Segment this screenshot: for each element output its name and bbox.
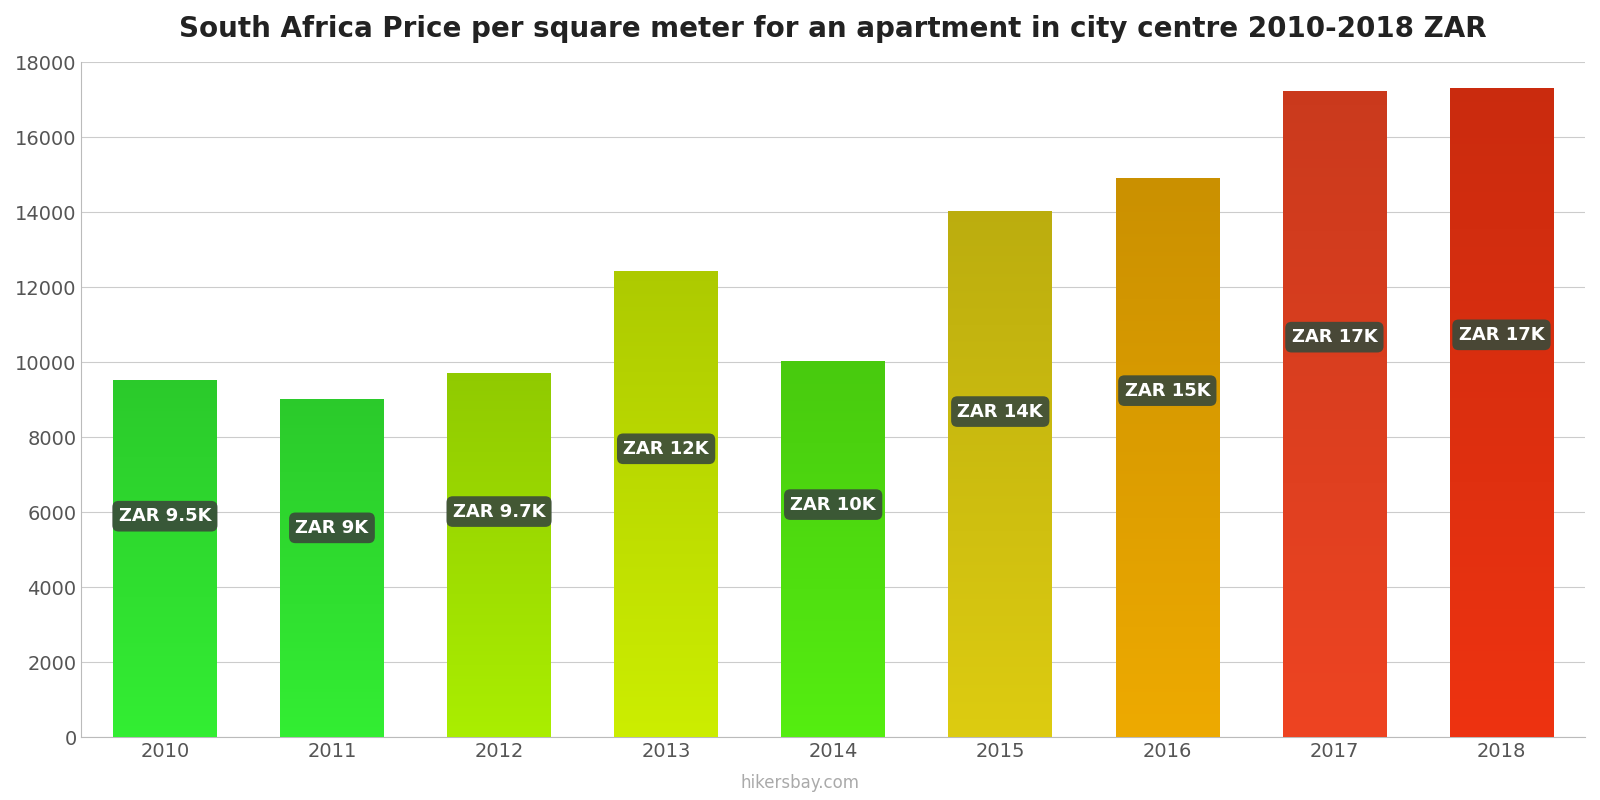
Text: ZAR 12K: ZAR 12K [624,440,709,458]
Text: ZAR 17K: ZAR 17K [1291,328,1378,346]
Text: ZAR 14K: ZAR 14K [957,402,1043,421]
Text: hikersbay.com: hikersbay.com [741,774,859,792]
Text: ZAR 9.5K: ZAR 9.5K [118,507,211,526]
Text: ZAR 9K: ZAR 9K [296,519,368,537]
Title: South Africa Price per square meter for an apartment in city centre 2010-2018 ZA: South Africa Price per square meter for … [179,15,1486,43]
Text: ZAR 10K: ZAR 10K [790,495,875,514]
Text: ZAR 17K: ZAR 17K [1459,326,1544,344]
Text: ZAR 15K: ZAR 15K [1125,382,1210,400]
Text: ZAR 9.7K: ZAR 9.7K [453,502,546,521]
